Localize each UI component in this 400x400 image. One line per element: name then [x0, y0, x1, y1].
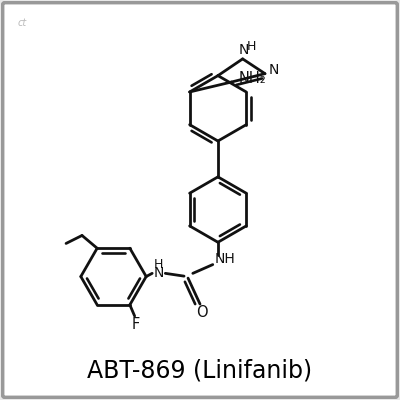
Text: N: N	[269, 64, 279, 78]
Text: ABT-869 (Linifanib): ABT-869 (Linifanib)	[88, 359, 312, 383]
Text: N: N	[153, 266, 164, 280]
Text: NH₂: NH₂	[238, 71, 266, 86]
Text: H: H	[154, 258, 163, 271]
Text: NH: NH	[214, 252, 235, 266]
Text: ct: ct	[18, 18, 27, 28]
FancyBboxPatch shape	[3, 3, 397, 397]
Text: F: F	[131, 317, 140, 332]
Text: O: O	[196, 305, 208, 320]
Text: H: H	[247, 40, 256, 53]
Text: N: N	[239, 43, 249, 57]
